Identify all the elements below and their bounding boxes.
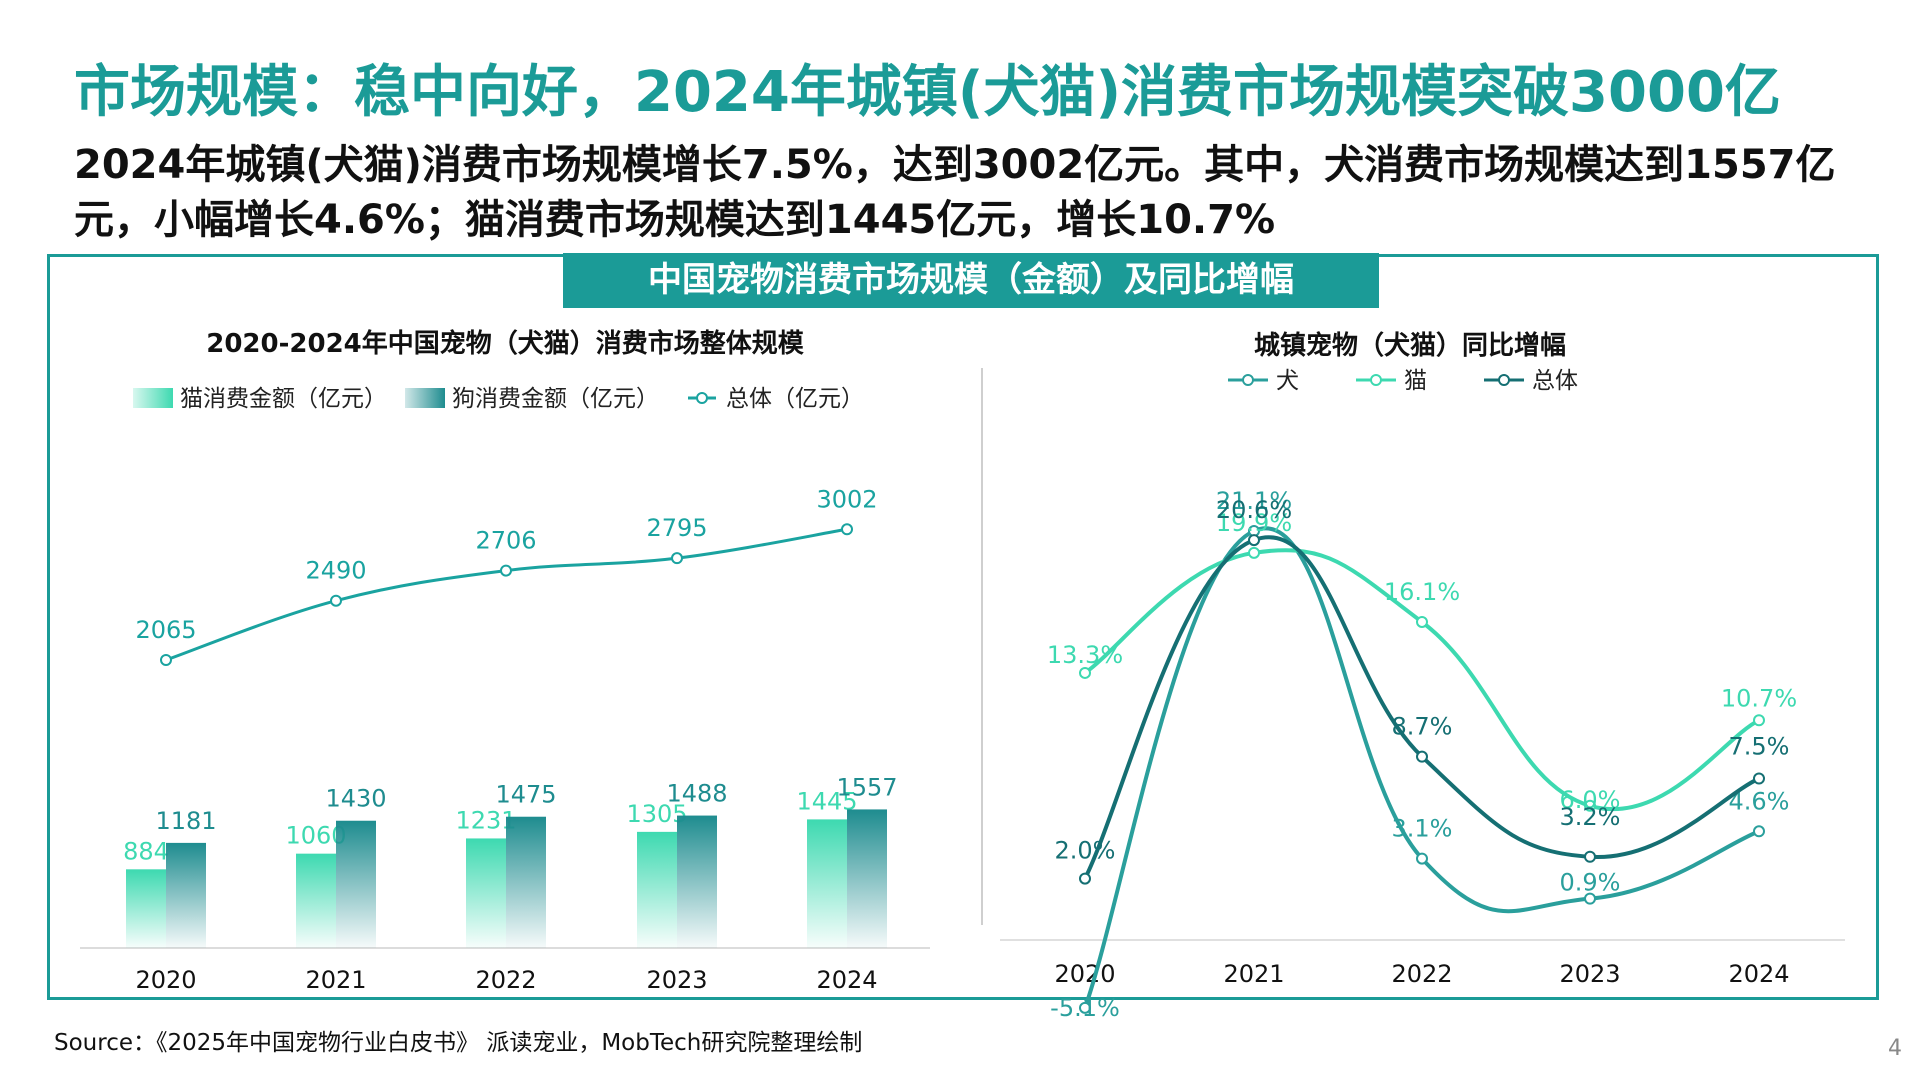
bar-dog-2023 (677, 815, 717, 948)
right-x-tick-2022: 2022 (1391, 960, 1452, 988)
total-label-2023: 2795 (646, 514, 707, 542)
bar-cat-2020 (126, 869, 166, 948)
right-x-tick-2024: 2024 (1728, 960, 1789, 988)
yoy-label-dog-2020: -5.1% (1050, 994, 1120, 1022)
legend-cat-yoy-label: 猫 (1404, 368, 1427, 394)
yoy-label-dog-2022: 3.1% (1392, 815, 1453, 843)
page-number: 4 (1888, 1036, 1902, 1061)
bar-dog-label-2020: 1181 (155, 807, 216, 835)
yoy-point-total-2023 (1584, 850, 1596, 863)
yoy-label-total-2021: 20.6% (1216, 496, 1292, 524)
total-label-2024: 3002 (816, 485, 877, 513)
bar-dog-label-2023: 1488 (666, 780, 727, 808)
legend-total-yoy-label: 总体 (1532, 368, 1578, 394)
legend-cat-label: 猫消费金额（亿元） (180, 386, 387, 412)
legend-cat-yoy-marker (1370, 374, 1382, 386)
yoy-point-total-2021 (1248, 534, 1260, 547)
legend-cat-swatch (133, 388, 173, 408)
left-x-tick-2022: 2022 (475, 966, 536, 994)
yoy-label-total-2023: 3.2% (1560, 803, 1621, 831)
yoy-label-dog-2021: 21.1% (1216, 487, 1292, 515)
left-x-tick-2021: 2021 (305, 966, 366, 994)
yoy-label-cat-2023: 6.0% (1560, 786, 1621, 814)
yoy-point-dog-2024 (1753, 825, 1765, 838)
legend-dog-swatch (405, 388, 445, 408)
page-headline: 市场规模：稳中向好，2024年城镇(犬猫)消费市场规模突破3000亿 (74, 60, 1781, 125)
bar-dog-2020 (166, 842, 206, 948)
yoy-label-total-2022: 8.7% (1392, 713, 1453, 741)
yoy-point-cat-2021 (1248, 546, 1260, 559)
yoy-point-dog-2020 (1079, 1001, 1091, 1014)
yoy-label-cat-2021: 19.9% (1216, 509, 1292, 537)
yoy-label-dog-2023: 0.9% (1560, 869, 1621, 897)
bar-cat-label-2020: 884 (123, 837, 169, 865)
yoy-point-dog-2022 (1416, 852, 1428, 865)
left-x-tick-2023: 2023 (646, 966, 707, 994)
yoy-point-dog-2023 (1584, 892, 1596, 905)
yoy-label-total-2020: 2.0% (1055, 837, 1116, 865)
yoy-point-total-2024 (1753, 772, 1765, 785)
legend-total-marker (696, 392, 708, 404)
total-label-2022: 2706 (475, 527, 536, 555)
yoy-label-cat-2022: 16.1% (1384, 578, 1460, 606)
legend-dog-label: 狗消费金额（亿元） (452, 386, 659, 412)
yoy-point-cat-2020 (1079, 666, 1091, 679)
right-x-tick-2020: 2020 (1054, 960, 1115, 988)
yoy-point-cat-2022 (1416, 615, 1428, 628)
legend-dog-yoy-marker (1242, 374, 1254, 386)
legend-dog-yoy-label: 犬 (1276, 368, 1299, 394)
total-point-2023 (671, 552, 683, 565)
yoy-line-dog (1083, 526, 1760, 1009)
yoy-point-cat-2024 (1753, 714, 1765, 727)
bar-dog-2024 (847, 809, 887, 948)
yoy-point-total-2022 (1416, 750, 1428, 763)
yoy-point-total-2020 (1079, 872, 1091, 885)
bar-cat-2022 (466, 838, 506, 948)
yoy-label-cat-2024: 10.7% (1721, 684, 1797, 712)
left-x-tick-2020: 2020 (135, 966, 196, 994)
right-legend: 犬 猫 总体 (1228, 368, 1578, 394)
total-point-2021 (330, 594, 342, 607)
bar-dog-label-2022: 1475 (495, 781, 556, 809)
right-x-tick-2023: 2023 (1559, 960, 1620, 988)
legend-total-yoy-marker (1498, 374, 1510, 386)
yoy-label-cat-2020: 13.3% (1047, 641, 1123, 669)
total-point-2024 (841, 523, 853, 536)
bar-cat-2021 (296, 853, 336, 948)
bar-dog-2022 (506, 816, 546, 948)
total-label-2021: 2490 (305, 557, 366, 585)
yoy-label-total-2024: 7.5% (1729, 733, 1790, 761)
left-legend: 猫消费金额（亿元） 狗消费金额（亿元） 总体（亿元） (133, 386, 864, 412)
panel-title-banner: 中国宠物消费市场规模（金额）及同比增幅 (563, 253, 1379, 308)
bar-dog-label-2024: 1557 (836, 773, 897, 801)
right-chart-title: 城镇宠物（犬猫）同比增幅 (1254, 330, 1566, 361)
bar-cat-2024 (807, 819, 847, 948)
yoy-line-total (1083, 535, 1760, 880)
page-subtitle: 2024年城镇(犬猫)消费市场规模增长7.5%，达到3002亿元。其中，犬消费市… (74, 142, 1836, 243)
bar-cat-2023 (637, 831, 677, 948)
left-x-tick-2024: 2024 (816, 966, 877, 994)
bar-dog-label-2021: 1430 (325, 785, 386, 813)
legend-total-label: 总体（亿元） (726, 386, 864, 412)
total-point-2022 (500, 564, 512, 577)
yoy-point-cat-2023 (1584, 799, 1596, 812)
right-x-tick-2021: 2021 (1223, 960, 1284, 988)
total-label-2020: 2065 (135, 616, 196, 644)
bar-dog-2021 (336, 820, 376, 948)
left-chart-title: 2020-2024年中国宠物（犬猫）消费市场整体规模 (206, 328, 805, 359)
source-note: Source：《2025年中国宠物行业白皮书》 派读宠业，MobTech研究院整… (54, 1030, 863, 1056)
total-point-2020 (160, 654, 172, 666)
